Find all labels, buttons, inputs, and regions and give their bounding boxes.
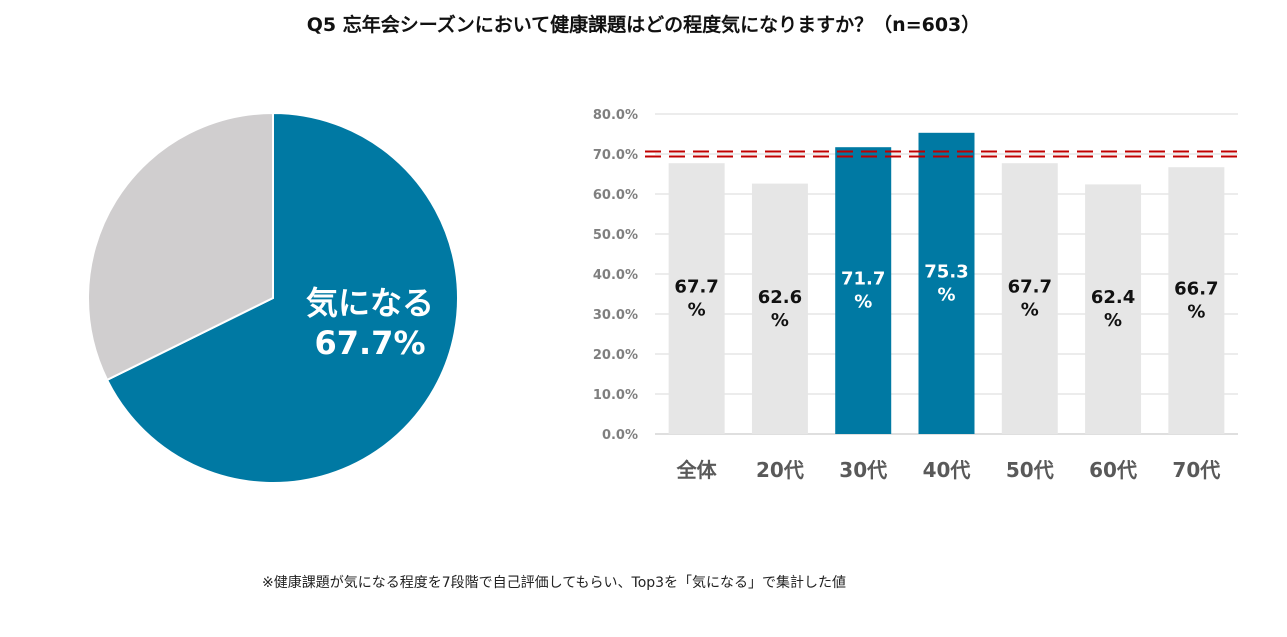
bar-value-unit: % bbox=[1187, 302, 1205, 323]
y-tick-label: 80.0% bbox=[593, 108, 638, 123]
bar-60代 bbox=[1085, 184, 1142, 434]
y-tick-label: 40.0% bbox=[593, 268, 638, 283]
y-tick-label: 0.0% bbox=[602, 428, 638, 443]
chart-title: Q5 忘年会シーズンにおいて健康課題はどの程度気になりますか？（n=603） bbox=[306, 14, 981, 36]
bar-value-label: 66.7 bbox=[1174, 279, 1218, 300]
pie-label: 気になる 67.7% bbox=[280, 283, 460, 363]
bar-value-label: 62.4 bbox=[1091, 287, 1135, 308]
y-tick-label: 10.0% bbox=[593, 388, 638, 403]
bar-value-unit: % bbox=[854, 292, 872, 313]
bar-value-unit: % bbox=[688, 300, 706, 321]
bar-value-unit: % bbox=[1021, 300, 1039, 321]
y-tick-label: 70.0% bbox=[593, 148, 638, 163]
bar-value-label: 75.3 bbox=[924, 261, 968, 282]
pie-slice-1 bbox=[105, 111, 459, 484]
x-category-label: 40代 bbox=[923, 458, 971, 482]
bar-50代 bbox=[1001, 163, 1058, 434]
pie-label-line1: 気になる bbox=[305, 284, 434, 322]
bar-value-label: 62.6 bbox=[758, 287, 802, 308]
y-tick-label: 60.0% bbox=[593, 188, 638, 203]
bar-全体 bbox=[668, 163, 725, 434]
bar-value-unit: % bbox=[937, 284, 955, 305]
bar-value-label: 67.7 bbox=[1008, 277, 1052, 298]
bar-40代 bbox=[918, 132, 975, 435]
y-tick-label: 50.0% bbox=[593, 228, 638, 243]
bar-value-label: 67.7 bbox=[674, 277, 718, 298]
y-tick-label: 20.0% bbox=[593, 348, 638, 363]
bar-value-unit: % bbox=[771, 310, 789, 331]
bar-70代 bbox=[1168, 167, 1225, 434]
x-category-label: 全体 bbox=[676, 458, 718, 482]
x-category-label: 50代 bbox=[1006, 458, 1054, 482]
bar-30代 bbox=[835, 147, 892, 434]
bar-value-unit: % bbox=[1104, 310, 1122, 331]
x-category-label: 30代 bbox=[839, 458, 887, 482]
x-category-label: 20代 bbox=[756, 458, 804, 482]
pie-slice-2 bbox=[87, 111, 274, 382]
y-tick-label: 30.0% bbox=[593, 308, 638, 323]
x-category-label: 60代 bbox=[1089, 458, 1137, 482]
pie-label-line2: 67.7% bbox=[314, 324, 426, 362]
footnote: ※健康課題が気になる程度を7段階で自己評価してもらい、Top3を「気になる」で集… bbox=[262, 575, 847, 591]
bar-20代 bbox=[751, 183, 808, 434]
bar-value-label: 71.7 bbox=[841, 269, 885, 290]
x-category-label: 70代 bbox=[1172, 458, 1220, 482]
